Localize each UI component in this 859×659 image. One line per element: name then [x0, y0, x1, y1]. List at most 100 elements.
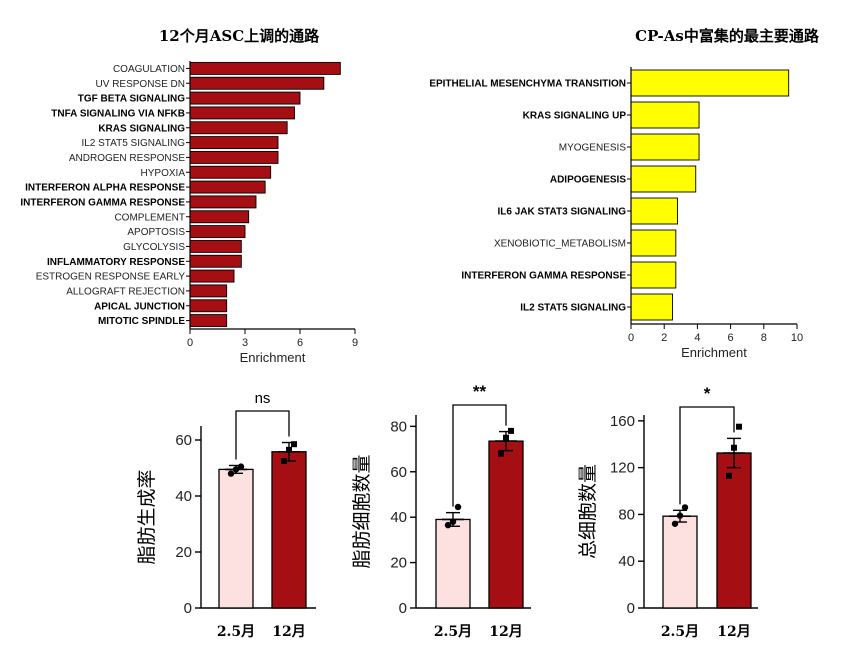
category-label: UV RESPONSE DN	[96, 79, 185, 90]
data-point	[503, 434, 509, 441]
category-label: GLYCOLYSIS	[123, 242, 185, 253]
significance-bracket	[452, 404, 507, 507]
data-point	[232, 466, 240, 473]
x-category-label: 12月	[489, 624, 522, 640]
y-tick-label: 120	[610, 460, 635, 477]
y-tick-label: 0	[184, 600, 192, 617]
enrichment-bar	[189, 210, 250, 224]
category-label: INFLAMMATORY RESPONSE	[47, 257, 185, 268]
y-axis-label: 脂肪生成率	[136, 469, 158, 564]
data-point	[676, 512, 684, 519]
data-point	[281, 458, 287, 464]
category-label: ANDROGEN RESPONSE	[69, 153, 185, 164]
category-label: IL6 JAK STAT3 SIGNALING	[497, 207, 626, 218]
value-bar	[435, 518, 471, 609]
category-label: MYOGENESIS	[559, 143, 627, 154]
category-label: HYPOXIA	[141, 168, 186, 179]
enrichment-bar	[189, 106, 295, 120]
enrichment-bar	[630, 69, 790, 97]
y-tick-label: 80	[390, 418, 407, 435]
data-point	[227, 470, 235, 477]
enrichment-bar	[189, 195, 257, 209]
x-tick-label: 6	[297, 337, 303, 349]
x-category-label: 12月	[717, 624, 750, 640]
enrichment-bar	[189, 150, 279, 164]
significance-label: *	[704, 384, 711, 403]
value-bar	[716, 452, 752, 609]
x-axis-label: Enrichment	[240, 350, 306, 365]
enrichment-bar	[630, 197, 678, 225]
data-point	[237, 463, 245, 470]
y-tick-label: 0	[627, 600, 635, 617]
enrichment-bar	[189, 269, 235, 283]
y-tick-label: 160	[610, 413, 635, 430]
data-point	[449, 518, 457, 525]
category-label: TGF BETA SIGNALING	[78, 94, 185, 105]
enrichment-bar	[189, 314, 228, 328]
significance-bracket	[679, 406, 735, 505]
category-label: KRAS SIGNALING	[98, 123, 185, 134]
x-tick-label: 10	[791, 332, 803, 344]
data-point	[498, 450, 504, 457]
chart-title: CP-As中富集的最主要通路	[635, 27, 820, 45]
enrichment-bar	[630, 229, 677, 257]
y-axis-label: 总细胞数量	[577, 464, 599, 559]
category-label: INTERFERON GAMMA RESPONSE	[20, 197, 185, 208]
y-tick-label: 20	[390, 555, 407, 572]
category-label: EPITHELIAL MESENCHYMA TRANSITION	[429, 79, 626, 90]
y-tick-label: 20	[175, 544, 192, 561]
category-label: COAGULATION	[113, 64, 185, 75]
y-tick-label: 60	[390, 464, 407, 481]
y-tick-label: 60	[175, 432, 192, 449]
enrichment-bar	[189, 91, 301, 105]
enrichment-bar	[189, 61, 341, 75]
enrichment-bar	[189, 225, 246, 239]
x-tick-label: 4	[694, 332, 700, 344]
data-point	[726, 472, 732, 479]
enrichment-bar	[630, 293, 673, 321]
category-label: XENOBIOTIC_METABOLISM	[494, 239, 626, 250]
x-tick-label: 2	[661, 332, 667, 344]
value-bar	[662, 515, 698, 609]
enrichment-bar	[189, 284, 228, 298]
category-label: INTERFERON GAMMA RESPONSE	[461, 271, 626, 282]
data-point	[508, 427, 514, 434]
x-tick-label: 0	[187, 337, 193, 349]
enrichment-bar	[630, 101, 700, 129]
value-bar	[488, 440, 524, 609]
x-category-label: 2.5月	[434, 624, 472, 640]
category-label: INTERFERON ALPHA RESPONSE	[25, 183, 185, 194]
data-point	[731, 444, 737, 451]
category-label: KRAS SIGNALING UP	[523, 111, 627, 122]
x-tick-label: 0	[628, 332, 634, 344]
enrichment-bar	[630, 133, 700, 161]
enrichment-bar	[630, 165, 697, 193]
category-label: TNFA SIGNALING VIA NFKB	[51, 108, 185, 119]
significance-label: **	[473, 382, 487, 401]
enrichment-bar	[630, 261, 677, 289]
category-label: APOPTOSIS	[127, 227, 185, 238]
chart-title: 12个月ASC上调的通路	[159, 27, 320, 45]
enrichment-bar	[189, 121, 288, 135]
data-point	[454, 503, 462, 511]
category-label: IL2 STAT5 SIGNALING	[520, 303, 626, 314]
x-category-label: 12月	[272, 624, 305, 640]
enrichment-bar	[189, 254, 242, 268]
value-bar	[218, 468, 254, 609]
enrichment-bar	[189, 165, 272, 179]
enrichment-bar	[189, 299, 228, 313]
category-label: ADIPOGENESIS	[550, 175, 626, 186]
enrichment-bar	[189, 180, 266, 194]
data-point	[286, 446, 292, 453]
enrichment-bar	[189, 239, 242, 253]
category-label: ALLOGRAFT REJECTION	[66, 286, 185, 297]
x-tick-label: 8	[761, 332, 767, 344]
significance-label: ns	[255, 390, 271, 407]
category-label: APICAL JUNCTION	[94, 301, 185, 312]
data-point	[444, 521, 452, 529]
x-category-label: 2.5月	[661, 624, 699, 640]
data-point	[671, 520, 679, 527]
y-tick-label: 40	[618, 553, 635, 570]
y-tick-label: 0	[399, 600, 407, 617]
